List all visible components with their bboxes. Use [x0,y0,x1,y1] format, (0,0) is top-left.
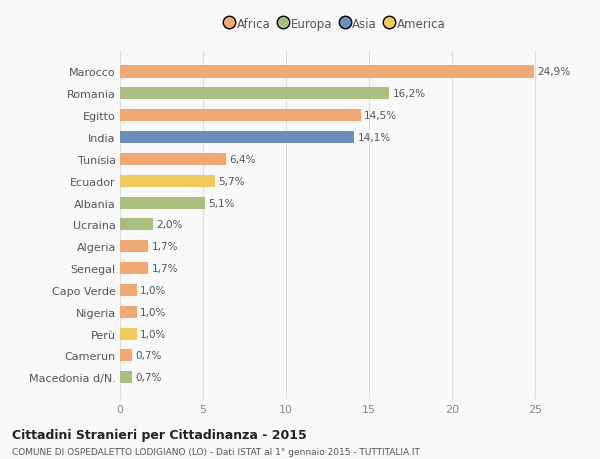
Bar [120,328,137,340]
Text: 2,0%: 2,0% [157,220,183,230]
Bar [120,219,153,231]
Bar [120,175,215,187]
Text: 5,1%: 5,1% [208,198,235,208]
Text: 1,0%: 1,0% [140,285,166,295]
Bar [120,306,137,318]
Bar [120,241,148,253]
Legend: Africa, Europa, Asia, America: Africa, Europa, Asia, America [223,15,449,34]
Bar [120,110,361,122]
Bar [120,88,389,100]
Text: 0,7%: 0,7% [135,373,161,382]
Text: 16,2%: 16,2% [392,89,425,99]
Text: 0,7%: 0,7% [135,351,161,361]
Bar [120,132,354,144]
Text: 6,4%: 6,4% [230,155,256,164]
Text: 5,7%: 5,7% [218,176,245,186]
Bar [120,197,205,209]
Text: 1,7%: 1,7% [152,263,178,274]
Bar [120,284,137,297]
Bar [120,67,534,78]
Text: 1,0%: 1,0% [140,307,166,317]
Text: 1,7%: 1,7% [152,242,178,252]
Bar [120,350,131,362]
Bar [120,153,226,166]
Text: 14,1%: 14,1% [358,133,391,143]
Text: 24,9%: 24,9% [537,67,570,77]
Text: 14,5%: 14,5% [364,111,397,121]
Text: 1,0%: 1,0% [140,329,166,339]
Bar [120,371,131,383]
Bar [120,263,148,274]
Text: COMUNE DI OSPEDALETTO LODIGIANO (LO) - Dati ISTAT al 1° gennaio 2015 - TUTTITALI: COMUNE DI OSPEDALETTO LODIGIANO (LO) - D… [12,448,420,456]
Text: Cittadini Stranieri per Cittadinanza - 2015: Cittadini Stranieri per Cittadinanza - 2… [12,428,307,442]
